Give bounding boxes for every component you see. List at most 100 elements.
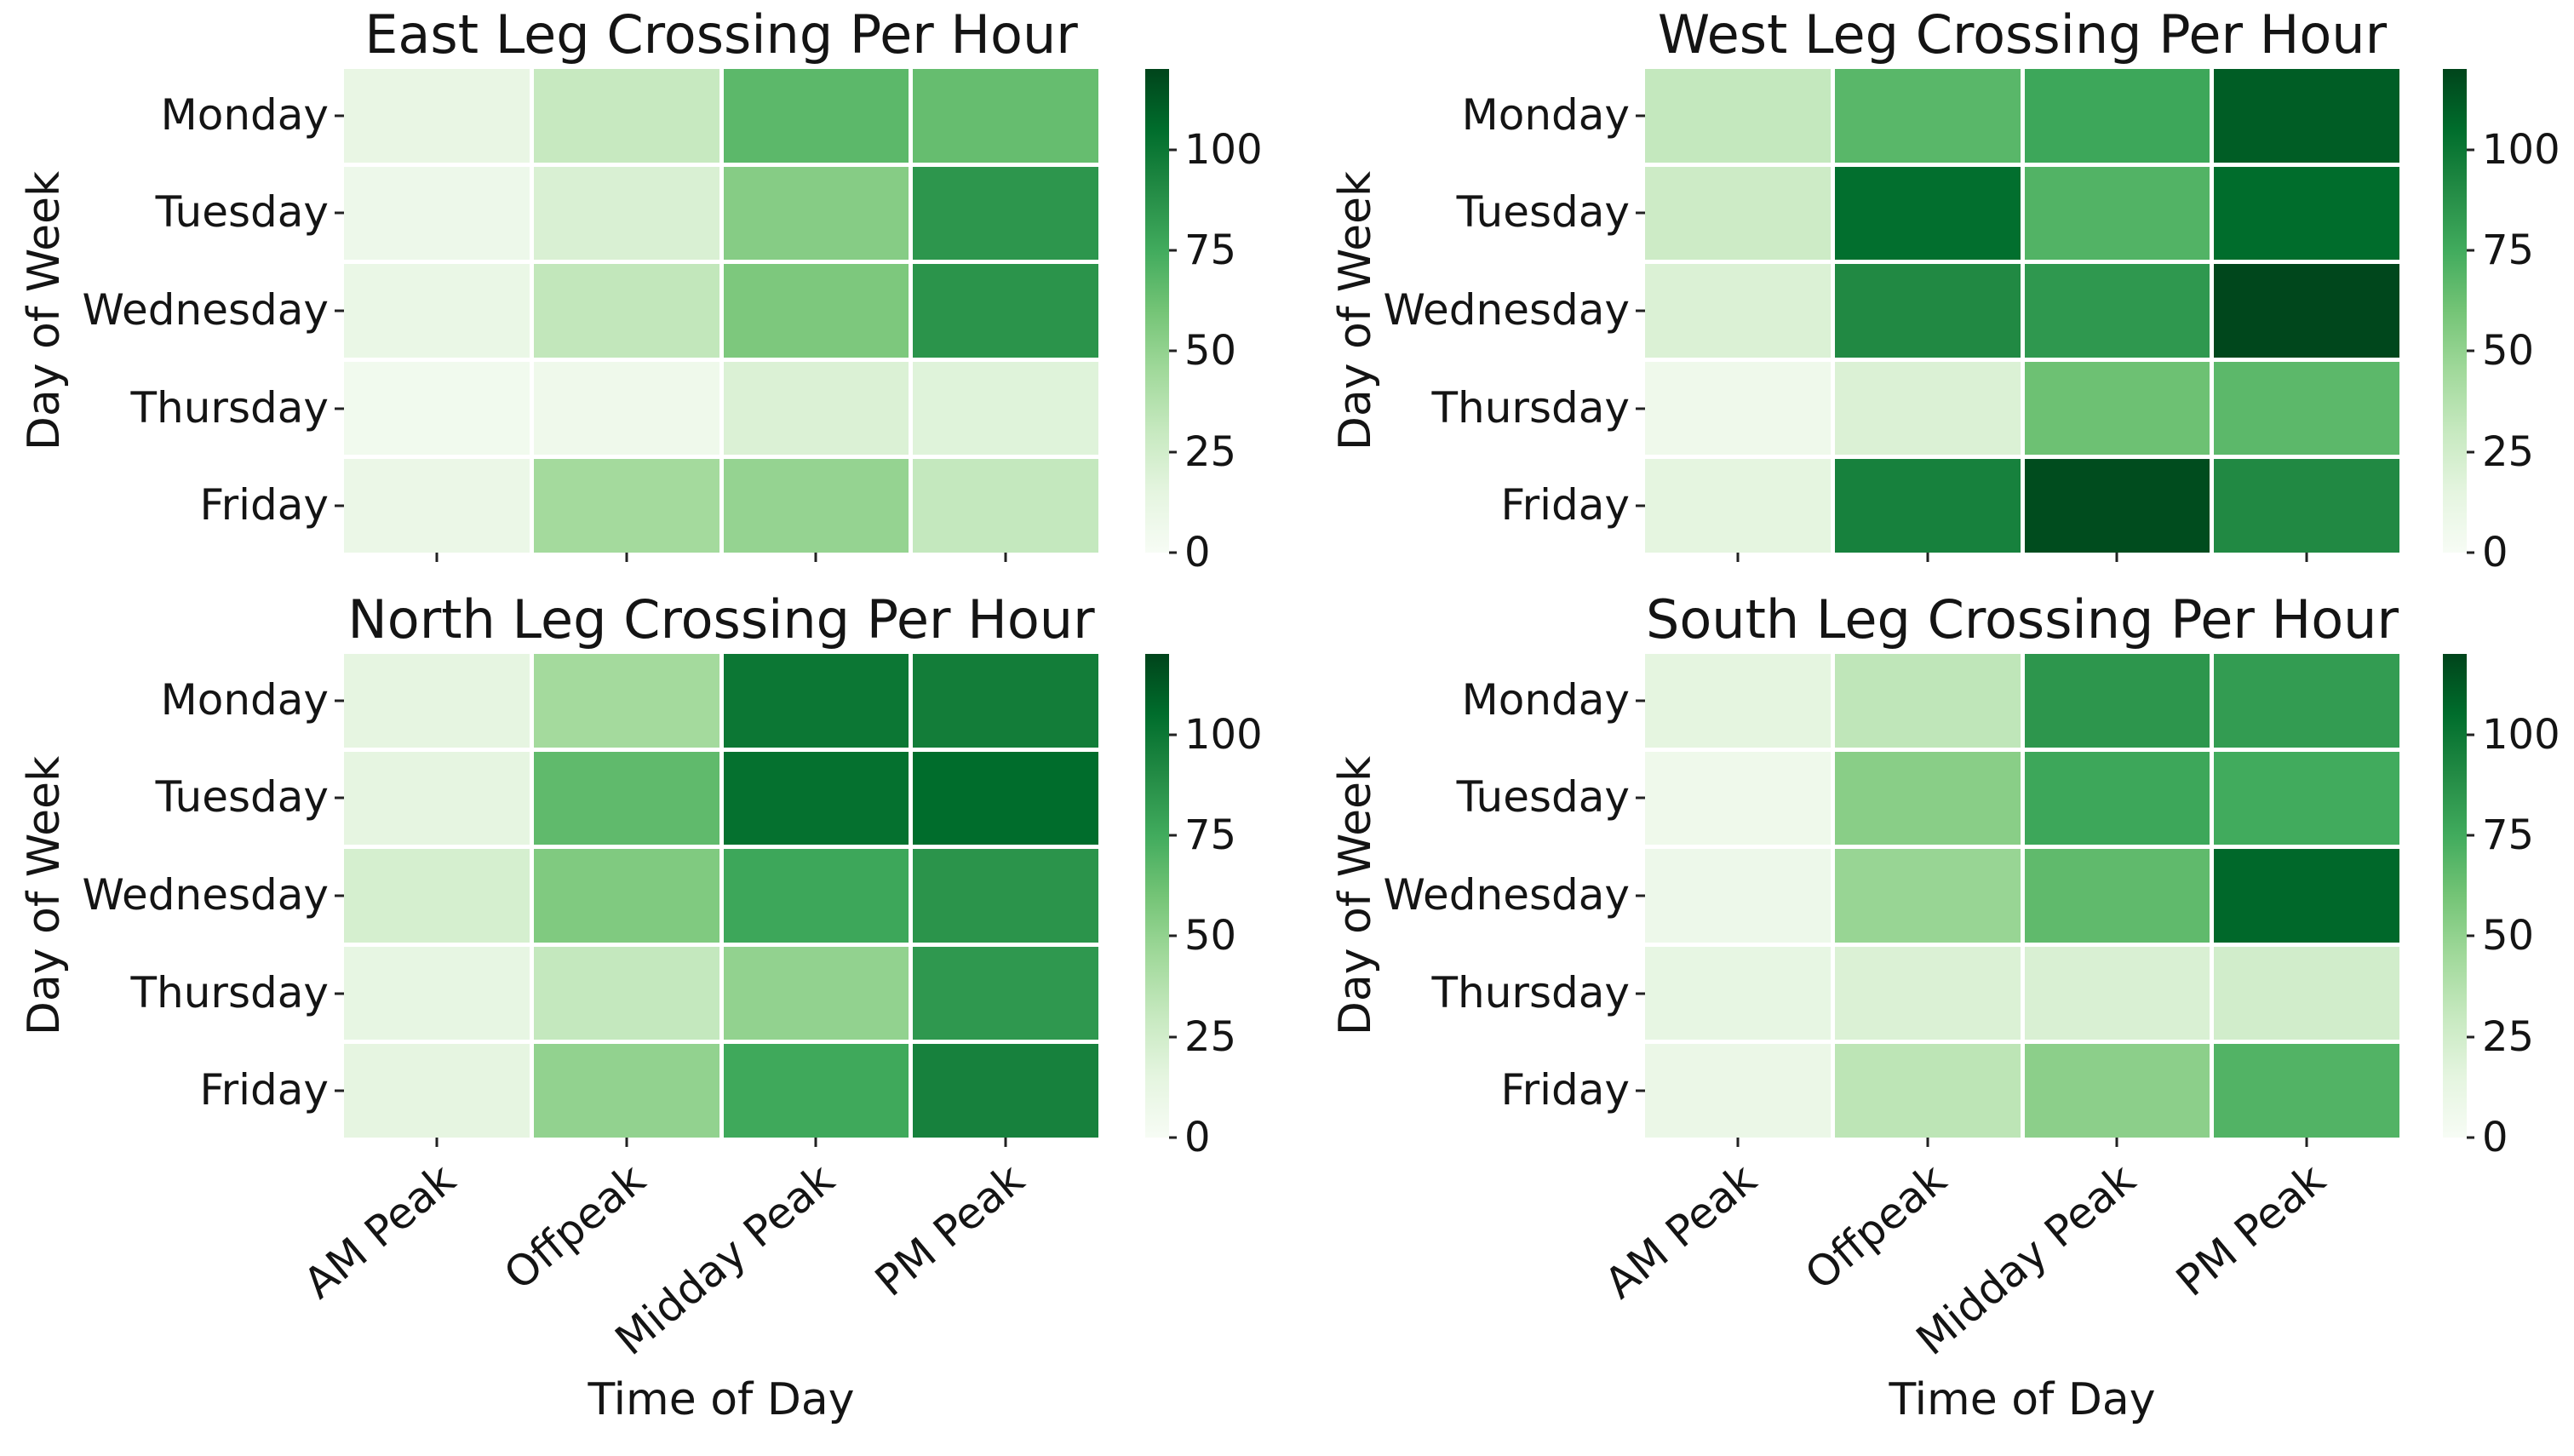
y-tick-label: Friday — [199, 1065, 329, 1115]
heatmap-cell — [344, 751, 530, 846]
heatmap-cell — [1834, 459, 2021, 553]
heatmap-cell — [1645, 1044, 1831, 1138]
heatmap-cell — [1834, 264, 2021, 358]
x-tick-label: Offpeak — [494, 1154, 655, 1300]
colorbar-tick-mark — [2467, 1035, 2474, 1039]
y-tick-mark — [335, 309, 344, 312]
heatmap-cell — [1645, 459, 1831, 553]
heatmap-west: West Leg Crossing Per Hour Day of Week M… — [1330, 4, 2560, 576]
y-tick-label: Friday — [1500, 1065, 1630, 1115]
heatmap-cell — [2024, 849, 2210, 943]
heatmap-cell — [913, 361, 1098, 456]
colorbar-tick-mark — [2467, 1136, 2474, 1139]
heatmap-cell — [2214, 459, 2399, 553]
heatmap-cell — [723, 1044, 909, 1138]
x-tick-mark — [1926, 553, 1929, 562]
y-tick-mark — [335, 992, 344, 995]
heatmap-cell — [344, 654, 530, 748]
heatmap-cell — [2024, 264, 2210, 358]
colorbar-tick-label: 50 — [2482, 327, 2535, 375]
heatmap-cell — [1645, 946, 1831, 1040]
heatmap-cell — [2024, 69, 2210, 163]
x-tick-mark — [1004, 553, 1007, 562]
x-tick-label: AM Peak — [294, 1154, 465, 1309]
y-tick-mark — [335, 407, 344, 410]
x-tick-label: PM Peak — [866, 1154, 1034, 1306]
heatmap-cell — [1834, 361, 2021, 456]
heatmap-cell — [723, 946, 909, 1040]
heatmap-cell — [533, 361, 719, 456]
heatmap-cell — [1834, 946, 2021, 1040]
heatmap-grid — [1645, 69, 2399, 553]
heatmap-cell — [2024, 166, 2210, 261]
heatmap-cell — [2214, 264, 2399, 358]
x-tick-mark — [2115, 553, 2118, 562]
heatmap-cell — [723, 166, 909, 261]
heatmap-cell — [913, 849, 1098, 943]
y-tick-label: Wednesday — [82, 284, 329, 335]
x-tick-mark — [1736, 1138, 1740, 1147]
heatmap-cell — [533, 1044, 719, 1138]
y-tick-label: Tuesday — [1456, 772, 1630, 823]
y-tick-label: Thursday — [130, 382, 330, 433]
heatmap-cell — [2214, 361, 2399, 456]
y-tick-mark — [335, 1089, 344, 1092]
heatmap-cell — [2024, 654, 2210, 748]
colorbar-tick-mark — [1169, 249, 1177, 252]
heatmap-cell — [1834, 166, 2021, 261]
colorbar-tick-label: 25 — [1184, 427, 1237, 476]
heatmap-cell — [533, 849, 719, 943]
x-tick-label: AM Peak — [1595, 1154, 1766, 1309]
colorbar-tick-label: 25 — [2482, 427, 2535, 476]
colorbar: 0 25 50 75 100 — [1145, 654, 1263, 1161]
colorbar-tick-label: 75 — [1184, 811, 1237, 859]
heatmap-cell — [1645, 751, 1831, 846]
heatmap-cell — [2214, 946, 2399, 1040]
y-tick-label: Monday — [160, 89, 329, 140]
heatmap-cell — [723, 361, 909, 456]
y-tick-mark — [1636, 309, 1645, 312]
y-axis-label: Day of Week — [19, 170, 70, 451]
heatmap-cell — [723, 69, 909, 163]
heatmap-cell — [723, 849, 909, 943]
heatmap-cell — [1834, 69, 2021, 163]
heatmap-cell — [723, 654, 909, 748]
colorbar-tick-mark — [1169, 148, 1177, 152]
heatmap-cell — [2214, 849, 2399, 943]
y-tick-label: Tuesday — [155, 187, 329, 238]
heatmap-cell — [533, 166, 719, 261]
heatmap-cell — [1834, 849, 2021, 943]
colorbar-tick-label: 100 — [1184, 710, 1263, 759]
colorbar-tick-mark — [2467, 834, 2474, 837]
x-tick-mark — [625, 1138, 628, 1147]
heatmap-cell — [533, 751, 719, 846]
heatmap-cell — [533, 264, 719, 358]
y-tick-mark — [335, 114, 344, 118]
y-axis-label: Day of Week — [1330, 755, 1381, 1036]
x-tick-mark — [625, 553, 628, 562]
colorbar-tick-mark — [2467, 934, 2474, 937]
colorbar-tick-label: 75 — [2482, 226, 2535, 274]
colorbar-tick-mark — [1169, 450, 1177, 454]
colorbar-tick-mark — [1169, 1136, 1177, 1139]
heatmap-cell — [533, 654, 719, 748]
colorbar-tick-label: 75 — [1184, 226, 1237, 274]
colorbar-gradient — [1145, 654, 1169, 1138]
heatmap-cell — [344, 1044, 530, 1138]
y-tick-label: Wednesday — [82, 869, 329, 920]
x-tick-mark — [1004, 1138, 1007, 1147]
colorbar-tick-mark — [1169, 1035, 1177, 1039]
colorbar-tick-label: 100 — [2482, 125, 2560, 174]
heatmap-cell — [1645, 166, 1831, 261]
heatmap-cell — [913, 654, 1098, 748]
heatmap-cell — [2024, 946, 2210, 1040]
colorbar-gradient — [2443, 654, 2467, 1138]
y-tick-mark — [1636, 894, 1645, 897]
colorbar-tick-mark — [2467, 148, 2474, 152]
heatmap-cell — [1645, 69, 1831, 163]
colorbar-tick-label: 25 — [2482, 1012, 2535, 1061]
y-tick-label: Tuesday — [155, 772, 329, 823]
heatmap-cell — [2024, 1044, 2210, 1138]
x-tick-mark — [814, 1138, 817, 1147]
colorbar-tick-mark — [1169, 733, 1177, 737]
